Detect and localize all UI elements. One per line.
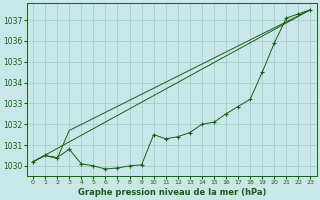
- X-axis label: Graphe pression niveau de la mer (hPa): Graphe pression niveau de la mer (hPa): [77, 188, 266, 197]
